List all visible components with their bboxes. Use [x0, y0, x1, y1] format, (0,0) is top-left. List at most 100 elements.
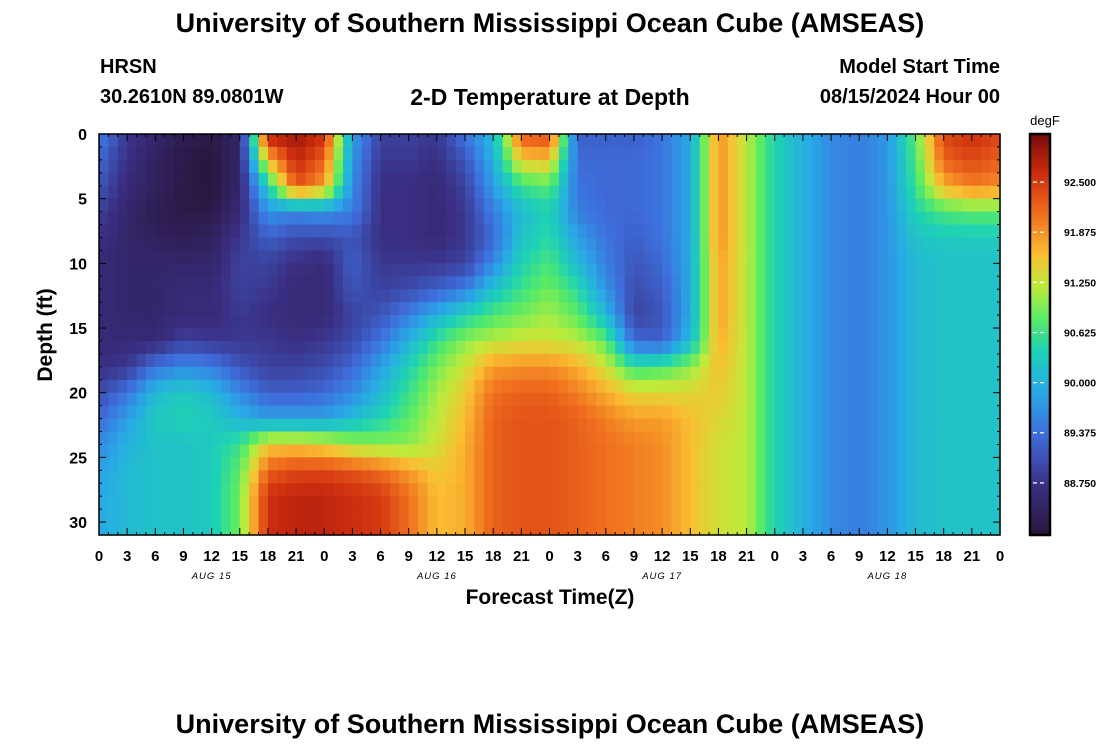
- heatmap-cell: [652, 211, 663, 226]
- heatmap-cell: [549, 224, 560, 239]
- heatmap-cell: [333, 198, 344, 213]
- heatmap-cell: [765, 289, 776, 303]
- heatmap-cell: [746, 250, 757, 264]
- heatmap-cell: [389, 470, 400, 484]
- heatmap-cell: [230, 418, 241, 433]
- heatmap-cell: [333, 496, 344, 510]
- heatmap-cell: [802, 418, 813, 433]
- heatmap-cell: [821, 159, 832, 174]
- heatmap-cell: [267, 444, 278, 458]
- heatmap-cell: [192, 418, 203, 433]
- heatmap-cell: [577, 146, 588, 161]
- heatmap-cell: [690, 340, 701, 355]
- heatmap-cell: [343, 263, 354, 277]
- heatmap-cell: [99, 405, 109, 420]
- heatmap-cell: [615, 159, 626, 174]
- heatmap-cell: [174, 431, 185, 446]
- heatmap-cell: [436, 509, 447, 523]
- heatmap-cell: [192, 185, 203, 200]
- heatmap-cell: [727, 418, 738, 433]
- heatmap-cell: [324, 353, 335, 368]
- heatmap-cell: [305, 185, 316, 200]
- heatmap-cell: [662, 159, 673, 174]
- heatmap-cell: [211, 431, 222, 446]
- heatmap-cell: [596, 289, 607, 303]
- heatmap-cell: [277, 146, 288, 161]
- heatmap-cell: [155, 379, 166, 394]
- heatmap-cell: [690, 276, 701, 290]
- heatmap-cell: [943, 302, 954, 316]
- heatmap-cell: [690, 146, 701, 161]
- colorbar-segment: [1030, 443, 1050, 447]
- heatmap-cell: [408, 509, 419, 523]
- heatmap-cell: [399, 237, 410, 252]
- heatmap-cell: [211, 250, 222, 264]
- heatmap-cell: [465, 146, 476, 161]
- heatmap-cell: [868, 224, 879, 239]
- heatmap-cell: [831, 457, 842, 471]
- heatmap-cell: [192, 198, 203, 213]
- heatmap-cell: [446, 237, 457, 252]
- heatmap-cell: [896, 185, 907, 200]
- heatmap-cell: [953, 237, 964, 252]
- heatmap-cell: [343, 185, 354, 200]
- heatmap-cell: [446, 379, 457, 394]
- heatmap-cell: [662, 276, 673, 290]
- heatmap-cell: [465, 444, 476, 458]
- heatmap-cell: [136, 172, 147, 187]
- heatmap-cell: [981, 340, 992, 355]
- x-tick-label: 18: [710, 548, 727, 565]
- y-tick-label: 0: [78, 127, 87, 144]
- heatmap-cell: [493, 340, 504, 355]
- colorbar-segment: [1030, 274, 1050, 278]
- heatmap-cell: [981, 379, 992, 394]
- heatmap-cell: [953, 185, 964, 200]
- heatmap-cell: [596, 224, 607, 239]
- heatmap-cell: [774, 457, 785, 471]
- heatmap-cell: [718, 198, 729, 213]
- heatmap-cell: [671, 328, 682, 342]
- heatmap-cell: [774, 276, 785, 290]
- heatmap-cell: [258, 159, 269, 174]
- heatmap-cell: [549, 302, 560, 316]
- heatmap-cell: [333, 237, 344, 252]
- heatmap-cell: [483, 302, 494, 316]
- heatmap-cell: [793, 522, 804, 536]
- heatmap-cell: [127, 211, 138, 226]
- heatmap-cell: [371, 159, 382, 174]
- heatmap-cell: [943, 509, 954, 523]
- heatmap-cell: [596, 198, 607, 213]
- heatmap-cell: [305, 224, 316, 239]
- heatmap-cell: [211, 134, 222, 148]
- heatmap-cell: [183, 496, 194, 510]
- heatmap-cell: [136, 366, 147, 381]
- heatmap-cell: [906, 340, 917, 355]
- heatmap-cell: [389, 224, 400, 239]
- colorbar-segment: [1030, 406, 1050, 410]
- heatmap-cell: [511, 289, 522, 303]
- heatmap-cell: [755, 328, 766, 342]
- heatmap-cell: [239, 496, 250, 510]
- heatmap-cell: [680, 289, 691, 303]
- heatmap-cell: [192, 405, 203, 420]
- heatmap-cell: [296, 353, 307, 368]
- heatmap-cell: [558, 418, 569, 433]
- heatmap-cell: [831, 276, 842, 290]
- heatmap-cell: [671, 379, 682, 394]
- heatmap-cell: [831, 172, 842, 187]
- heatmap-cell: [887, 159, 898, 174]
- heatmap-cell: [737, 289, 748, 303]
- heatmap-cell: [136, 237, 147, 252]
- heatmap-cell: [877, 134, 888, 148]
- heatmap-cell: [108, 470, 119, 484]
- heatmap-cell: [221, 250, 231, 264]
- heatmap-cell: [615, 418, 626, 433]
- heatmap-cell: [699, 353, 710, 368]
- heatmap-cell: [418, 250, 429, 264]
- heatmap-cell: [633, 224, 644, 239]
- heatmap-cell: [812, 185, 823, 200]
- heatmap-cell: [408, 522, 419, 536]
- heatmap-cell: [793, 315, 804, 329]
- heatmap-cell: [502, 496, 513, 510]
- heatmap-cell: [962, 340, 973, 355]
